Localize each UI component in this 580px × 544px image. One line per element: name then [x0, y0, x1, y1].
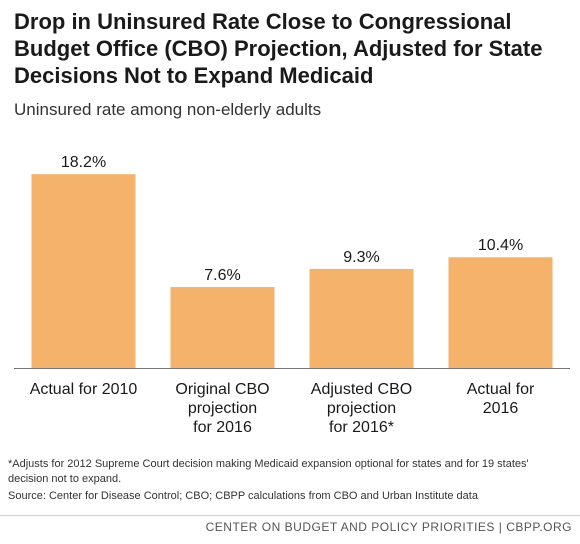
chart-title: Drop in Uninsured Rate Close to Congress… — [14, 9, 543, 88]
category-label-1: Actual for 2010 — [30, 381, 138, 398]
footer-divider — [0, 515, 580, 516]
bar-chart: 18.2% Actual for 2010 7.6% Original CBO proj… — [14, 154, 570, 436]
data-label-3: 9.3% — [343, 249, 379, 266]
bar-4 — [448, 257, 553, 368]
category-label-4: Actual for 2016 — [467, 381, 535, 417]
bar-2 — [170, 287, 275, 368]
category-label-2: Original CBO projection for 2016 — [175, 381, 269, 436]
bar-3 — [309, 268, 414, 368]
chart-subtitle: Uninsured rate among non-elderly adults — [14, 100, 322, 119]
data-label-4: 10.4% — [478, 237, 523, 254]
category-label-3: Adjusted CBO projection for 2016* — [311, 381, 412, 436]
data-label-1: 18.2% — [61, 154, 106, 171]
footnote: *Adjusts for 2012 Supreme Court decision… — [8, 458, 529, 485]
footer-credit: CENTER ON BUDGET AND POLICY PRIORITIES |… — [205, 520, 572, 534]
data-label-2: 7.6% — [204, 267, 240, 284]
bar-1 — [31, 174, 136, 368]
source-note: Source: Center for Disease Control; CBO;… — [8, 490, 478, 502]
